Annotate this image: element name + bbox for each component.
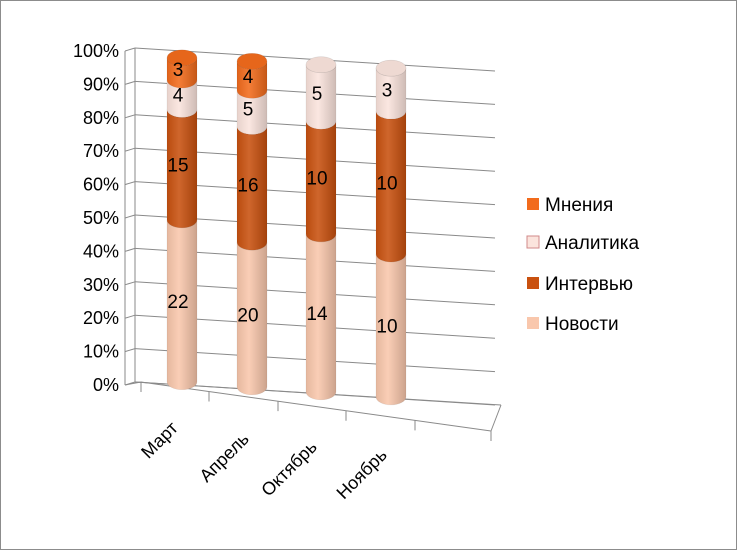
legend: Мнения Аналитика Интервью Новости bbox=[526, 195, 639, 335]
x-axis-ticks: Март Апрель Октябрь Ноябрь bbox=[137, 418, 391, 503]
legend-swatch bbox=[526, 235, 540, 249]
y-tick-label: 40% bbox=[83, 241, 119, 261]
y-tick-mark bbox=[124, 214, 136, 219]
data-label: 14 bbox=[306, 304, 328, 325]
y-tick-label: 90% bbox=[83, 74, 119, 94]
y-tick-label: 10% bbox=[83, 342, 119, 362]
y-tick-mark bbox=[124, 348, 136, 353]
y-tick-mark bbox=[124, 47, 136, 52]
legend-label: Новости bbox=[545, 314, 619, 335]
y-tick-mark bbox=[124, 314, 136, 319]
y-tick-mark bbox=[124, 281, 136, 286]
bar-segment: 16 bbox=[236, 126, 268, 251]
bar-segment: 15 bbox=[166, 109, 198, 229]
y-tick-label: 100% bbox=[73, 41, 119, 61]
legend-item: Новости bbox=[527, 314, 619, 335]
legend-item: Аналитика bbox=[526, 233, 639, 254]
data-label: 15 bbox=[167, 156, 188, 177]
bars: 22 15 4 3 20 16 5 4 14 10 5 10 10 3 bbox=[166, 49, 407, 406]
x-tick-label: Ноябрь bbox=[333, 445, 391, 503]
y-axis-ticks: 0% 10% 20% 30% 40% 50% 60% 70% 80% 90% 100% bbox=[73, 41, 119, 395]
y-tick-label: 80% bbox=[83, 108, 119, 128]
data-label: 4 bbox=[173, 86, 184, 107]
y-tick-mark bbox=[124, 147, 136, 152]
y-tick-label: 30% bbox=[83, 275, 119, 295]
bar-segment: 5 bbox=[236, 90, 268, 135]
y-tick-label: 50% bbox=[83, 208, 119, 228]
legend-label: Интервью bbox=[545, 274, 633, 295]
legend-swatch bbox=[527, 317, 539, 329]
legend-label: Аналитика bbox=[545, 233, 639, 254]
y-tick-label: 20% bbox=[83, 308, 119, 328]
data-label: 5 bbox=[243, 99, 254, 120]
y-tick-mark bbox=[124, 181, 136, 186]
floor-right-edge bbox=[490, 404, 502, 432]
bar-segment: 10 bbox=[305, 121, 337, 243]
legend-item: Интервью bbox=[527, 274, 633, 295]
data-label: 22 bbox=[167, 292, 188, 313]
legend-swatch bbox=[527, 277, 539, 289]
data-label: 3 bbox=[382, 81, 393, 102]
data-label: 10 bbox=[306, 169, 327, 190]
bar-segment: 20 bbox=[236, 242, 268, 396]
y-tick-mark bbox=[124, 80, 136, 85]
y-tick-mark bbox=[124, 114, 136, 119]
floor-left-edge bbox=[124, 381, 142, 386]
y-tick-label: 60% bbox=[83, 175, 119, 195]
bar-segment: 4 bbox=[236, 53, 268, 99]
bar-segment: 10 bbox=[375, 253, 407, 406]
x-tick-label: Октябрь bbox=[257, 437, 320, 500]
data-label: 16 bbox=[237, 175, 258, 196]
y-tick-label: 0% bbox=[93, 375, 119, 395]
legend-swatch bbox=[527, 198, 539, 210]
x-tick-label: Март bbox=[137, 418, 182, 463]
y-tick-mark bbox=[124, 247, 136, 252]
bar-segment: 22 bbox=[166, 219, 198, 391]
floor-front-line bbox=[140, 381, 492, 432]
bar-segment: 5 bbox=[305, 56, 337, 130]
y-tick-label: 70% bbox=[83, 141, 119, 161]
x-tick-label: Апрель bbox=[196, 429, 253, 486]
bar-segment: 10 bbox=[375, 111, 407, 263]
data-label: 5 bbox=[312, 84, 323, 105]
data-label: 3 bbox=[173, 60, 184, 81]
bar-segment: 3 bbox=[375, 59, 407, 120]
data-label: 20 bbox=[237, 305, 258, 326]
data-label: 10 bbox=[376, 174, 397, 195]
data-label: 4 bbox=[243, 67, 254, 88]
bar-segment: 3 bbox=[166, 49, 198, 89]
data-label: 10 bbox=[376, 316, 397, 337]
legend-item: Мнения bbox=[527, 195, 613, 216]
bar-segment: 14 bbox=[305, 233, 337, 401]
legend-label: Мнения bbox=[545, 195, 613, 216]
